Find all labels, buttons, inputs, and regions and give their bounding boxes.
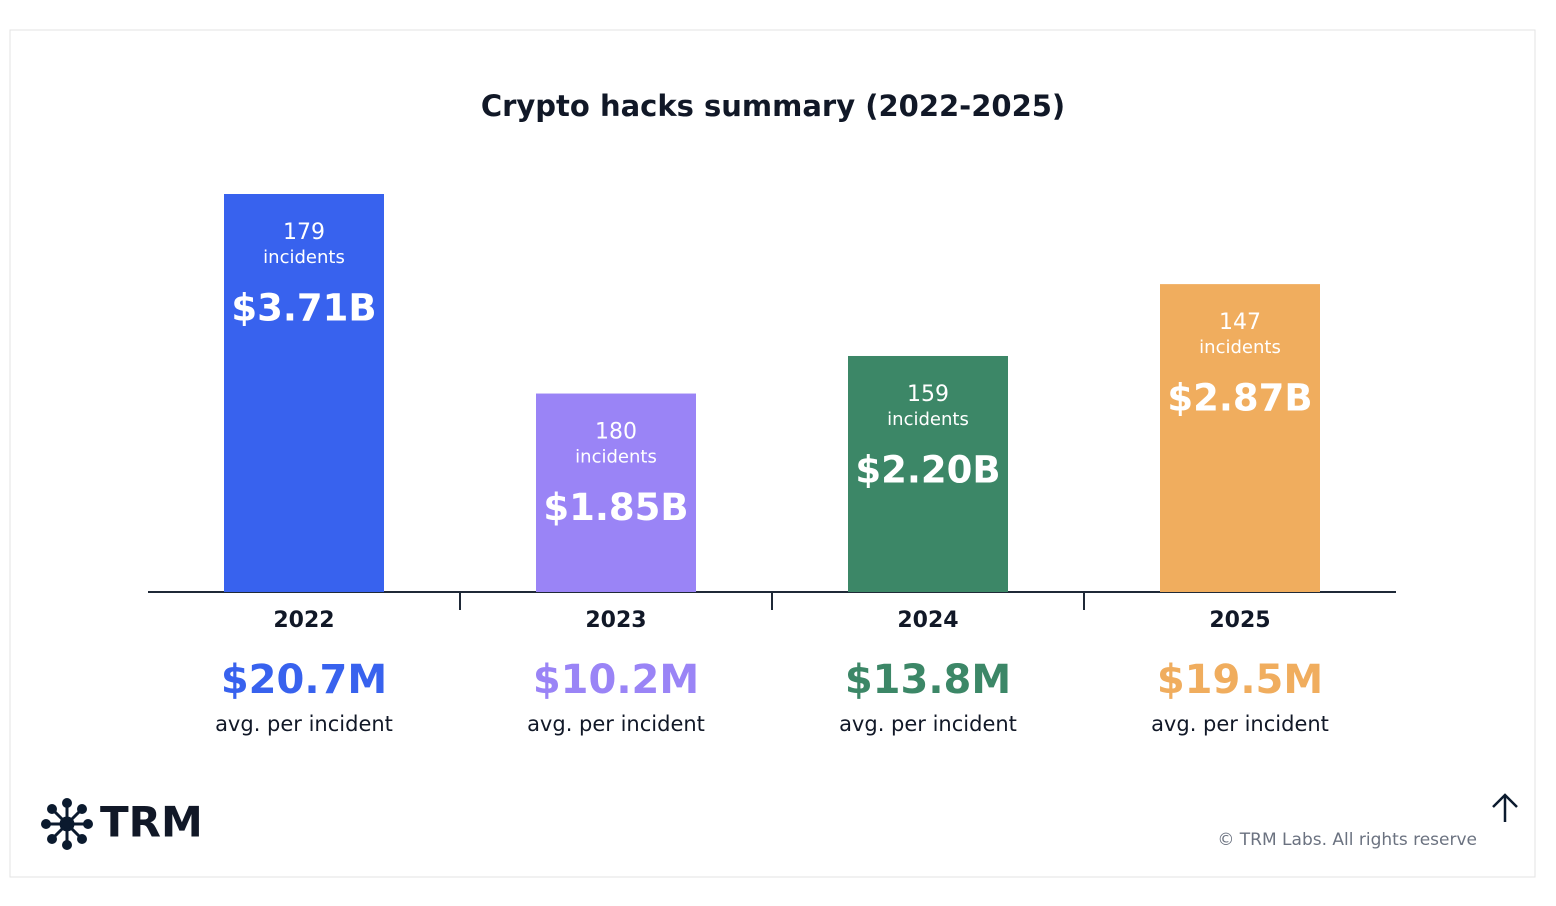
x-tick-label: 2022 — [273, 608, 334, 633]
average-caption: avg. per incident — [215, 712, 393, 736]
bar — [224, 194, 384, 592]
value-label: $2.87B — [1167, 377, 1312, 420]
value-label: $3.71B — [231, 287, 376, 330]
scroll-top-button[interactable] — [1492, 793, 1518, 822]
incident-count: 159 — [907, 382, 949, 407]
x-tick-label: 2023 — [585, 608, 646, 633]
bar — [848, 355, 1008, 592]
average-caption: avg. per incident — [839, 712, 1017, 736]
value-label: $2.20B — [855, 448, 1000, 491]
average-label: $20.7M — [221, 657, 387, 703]
value-label: $1.85B — [543, 486, 688, 529]
incident-count: 180 — [595, 420, 637, 445]
incident-caption: incidents — [1199, 337, 1281, 358]
x-tick-label: 2024 — [897, 608, 958, 633]
incident-count: 147 — [1219, 310, 1261, 335]
bar — [536, 393, 696, 592]
bar — [1160, 284, 1320, 592]
logo-icon — [41, 798, 93, 850]
incident-caption: incidents — [575, 447, 657, 468]
chart-title: Crypto hacks summary (2022-2025) — [481, 89, 1065, 123]
logo-text: TRM — [100, 798, 203, 847]
average-caption: avg. per incident — [1151, 712, 1329, 736]
incident-caption: incidents — [887, 409, 969, 430]
average-label: $13.8M — [845, 657, 1011, 703]
x-tick-label: 2025 — [1209, 608, 1270, 633]
average-label: $10.2M — [533, 657, 699, 703]
incident-count: 179 — [283, 220, 325, 245]
copyright: © TRM Labs. All rights reserve — [1217, 830, 1477, 850]
average-caption: avg. per incident — [527, 712, 705, 736]
average-label: $19.5M — [1157, 657, 1323, 703]
incident-caption: incidents — [263, 247, 345, 268]
